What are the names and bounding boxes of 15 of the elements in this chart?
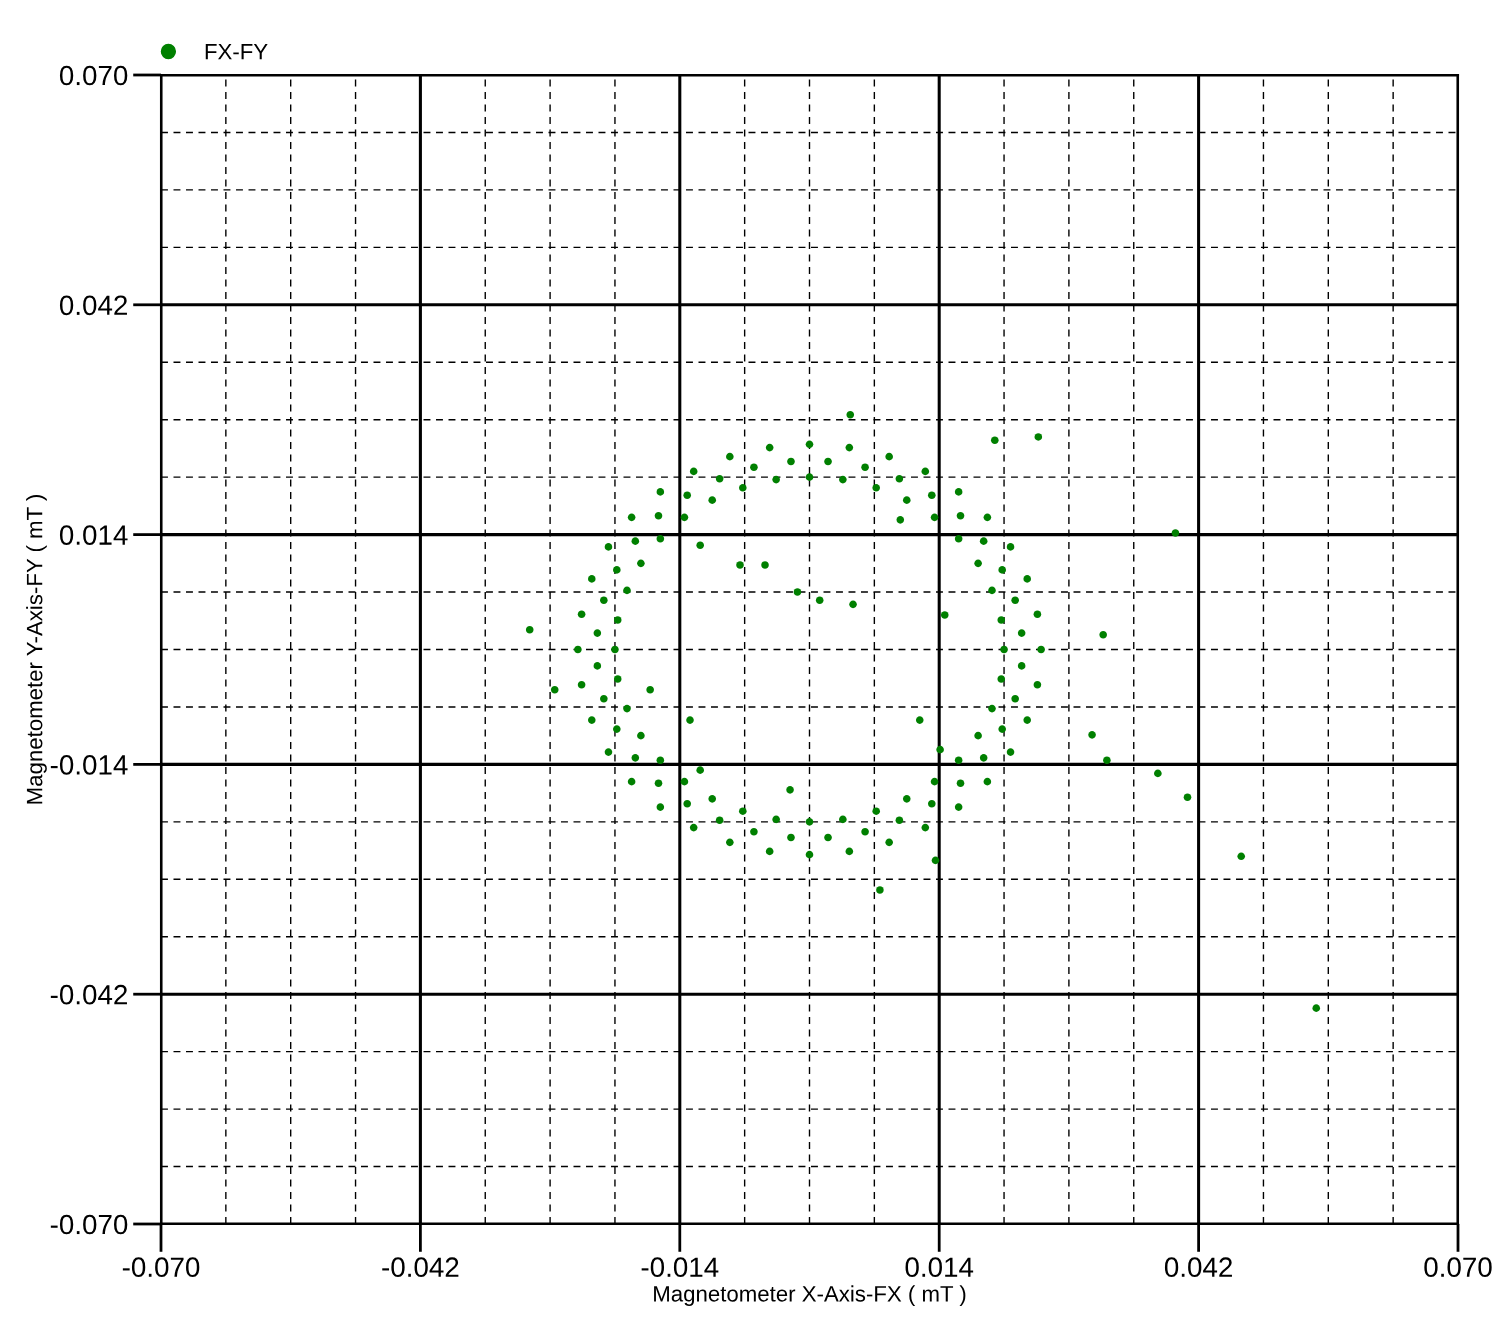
y-tick-label: 0.070: [59, 65, 128, 86]
y-tick-label: -0.042: [50, 984, 127, 1005]
y-tick-label: 0.014: [59, 525, 128, 545]
x-tick-label: -0.070: [122, 1257, 200, 1278]
y-tick-label: 0.042: [59, 295, 127, 316]
x-tick-label: -0.042: [382, 1257, 459, 1278]
x-tick-label: 0.070: [1424, 1257, 1492, 1278]
x-tick-label: -0.014: [641, 1257, 719, 1278]
x-axis-title: Magnetometer X-Axis-FX ( mT ): [654, 1285, 966, 1307]
legend-label: FX-FY: [205, 43, 268, 60]
y-tick-label: -0.070: [50, 1214, 128, 1235]
x-tick-label: 0.042: [1164, 1257, 1232, 1278]
y-tick-label: -0.014: [50, 755, 128, 775]
y-axis-title: Magnetometer Y-Axis-FY ( mT ): [26, 495, 47, 804]
x-tick-label: 0.014: [905, 1257, 974, 1278]
